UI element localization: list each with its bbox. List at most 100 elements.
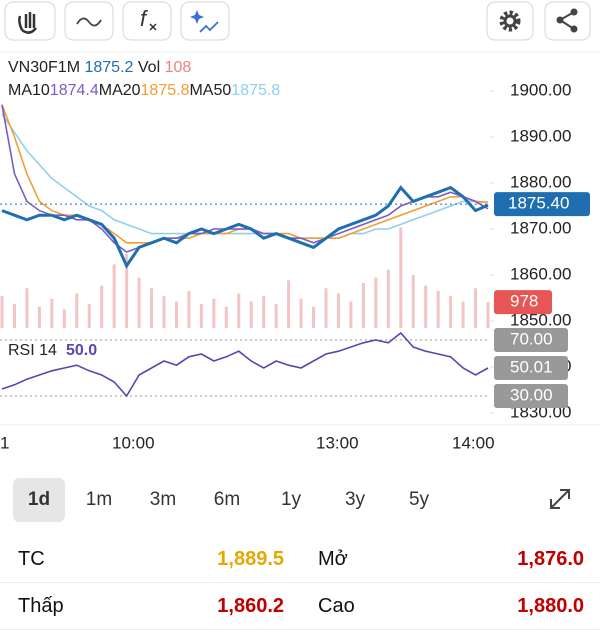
stats-row: TC 1,889.5 Mở 1,876.0 [0, 536, 600, 583]
price-line [1, 104, 489, 244]
y-tick-label: 1890.00 [510, 126, 571, 145]
volume-bar [62, 309, 66, 328]
vol-label: Vol [138, 59, 160, 76]
gear-core [503, 14, 517, 28]
x-tick-label: 14:00 [452, 433, 495, 452]
volume-bar [361, 282, 365, 328]
stats-row: Thấp 1,860.2 Cao 1,880.0 [0, 583, 600, 630]
volume-bar [486, 302, 490, 328]
share-button[interactable] [544, 1, 591, 41]
price-line [1, 113, 489, 239]
volume-bar [237, 293, 241, 328]
last-price-label: 1875.40 [508, 194, 569, 213]
volume-bar [399, 227, 403, 328]
volume-bar [287, 280, 291, 328]
ma-name: MA50 [189, 82, 231, 99]
volume-bar [461, 301, 465, 328]
rsi-line [1, 331, 489, 398]
ma-name: MA10 [8, 82, 50, 99]
volume-bar [411, 275, 415, 328]
range-tab[interactable]: 1d [13, 478, 65, 522]
x-tick-label: 1 [0, 433, 9, 452]
last-price-badge [494, 192, 590, 217]
rsi-level-badge [494, 328, 568, 352]
range-tab[interactable]: 6m [213, 489, 241, 510]
share-dot [570, 25, 578, 33]
chart: f VN30F1M 1875.2 Vol 108 MA101874.4MA201… [0, 1, 600, 452]
rsi-level-label: 30.00 [510, 385, 553, 404]
volume-bar [112, 264, 116, 328]
volume-bar [474, 288, 478, 328]
volume-bar [312, 306, 316, 328]
volume-bar [249, 301, 253, 328]
range-tab[interactable]: 3y [344, 489, 366, 510]
y-tick-label: 1850.00 [510, 310, 571, 329]
price-line [1, 104, 489, 253]
hand-icon [18, 12, 37, 34]
sparkle-icon [190, 10, 204, 24]
ma-name: MA20 [99, 82, 141, 99]
vol-value: 108 [165, 59, 192, 76]
share-dot [556, 16, 564, 24]
symbol: VN30F1M [8, 59, 80, 76]
trend-icon [199, 21, 219, 33]
y-tick-label: 1900.00 [510, 80, 571, 99]
ma-legend: MA101874.4MA201875.8MA501875.8 [8, 82, 280, 99]
indicator-button[interactable] [122, 1, 172, 41]
volume-bar [299, 298, 303, 328]
x-icon [149, 23, 157, 31]
y-tick-label: 1870.00 [510, 218, 571, 237]
volume-bar [137, 277, 141, 328]
range-tab[interactable]: 3m [149, 489, 177, 510]
volume-bar [324, 288, 328, 328]
volume-bar [449, 296, 453, 328]
volume-bar [150, 288, 154, 328]
curve-icon [76, 17, 102, 27]
volume-badge-label: 978 [510, 292, 538, 311]
volume-bar [162, 296, 166, 328]
volume-bar [12, 304, 16, 328]
volume-bar [125, 253, 129, 328]
volume-bar [274, 304, 278, 328]
volume-bar [336, 293, 340, 328]
volume-bar [436, 290, 440, 328]
volume-bar [50, 298, 54, 328]
stat-value: 1,860.2 [217, 595, 284, 617]
ai-button[interactable] [180, 1, 230, 41]
ma-value: 1874.4 [50, 82, 99, 99]
stat-value: 1,889.5 [217, 548, 284, 570]
price: 1875.2 [84, 59, 133, 76]
range-tab[interactable]: 1y [280, 489, 302, 510]
volume-bar [0, 296, 4, 328]
stat-value: 1,876.0 [517, 548, 584, 570]
share-dot [570, 8, 578, 16]
volume-bar [224, 306, 228, 328]
rsi-level-badge [494, 384, 568, 408]
volume-bar [349, 301, 353, 328]
volume-bar [212, 298, 216, 328]
volume-badge [494, 290, 552, 315]
x-tick-label: 10:00 [112, 433, 155, 452]
x-tick-label: 13:00 [316, 433, 359, 452]
stat-label: Thấp [18, 595, 64, 617]
ma-value: 1875.8 [141, 82, 190, 99]
gear-icon [499, 10, 521, 32]
price-line [1, 185, 489, 269]
volume-bar [386, 269, 390, 328]
volume-bar [75, 293, 79, 328]
volume-bar [262, 296, 266, 328]
y-tick-label: 1880.00 [510, 172, 571, 191]
range-tab[interactable]: 5y [408, 489, 430, 510]
stat-label: Cao [318, 595, 355, 617]
volume-bar [187, 290, 191, 328]
toolbar: f [4, 1, 591, 41]
volume-bar [37, 306, 41, 328]
expand-button[interactable] [547, 486, 573, 517]
rsi-badge [494, 355, 568, 380]
volume-bar [174, 301, 178, 328]
range-tab[interactable]: 1m [85, 489, 113, 510]
settings-button[interactable] [486, 1, 534, 41]
volume-bar [199, 304, 203, 328]
volume-bar [424, 285, 428, 328]
range-tabs: 1d 1m 3m 6m 1y 3y 5y [13, 478, 587, 522]
